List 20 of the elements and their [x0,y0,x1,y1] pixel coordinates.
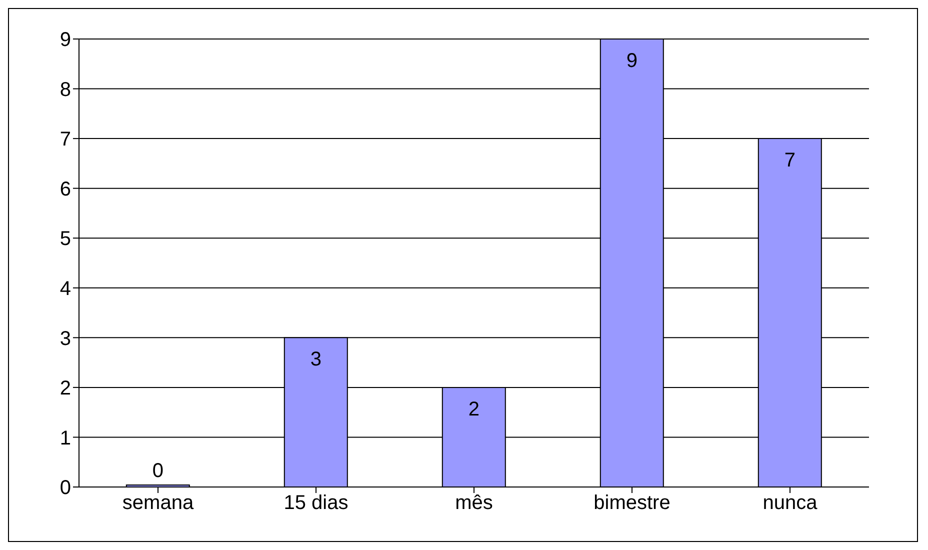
x-tick-label: nunca [762,492,818,514]
y-tick-label: 4 [60,278,71,300]
y-tick-label: 1 [60,427,71,450]
data-label: 3 [310,348,322,371]
y-tick-label: 9 [60,29,71,52]
y-tick-label: 2 [60,378,71,400]
y-tick-label: 0 [60,477,71,500]
x-tick-label: 15 dias [284,492,348,514]
data-label: 9 [626,50,638,72]
data-label: 7 [784,150,796,172]
x-tick-label: mês [455,492,493,514]
x-tick-label: bimestre [594,492,670,514]
y-tick-label: 8 [60,78,71,101]
y-tick-label: 7 [60,128,71,151]
y-tick-label: 5 [60,228,71,250]
data-label: 0 [152,460,164,482]
x-tick-label: semana [122,492,194,514]
y-tick-label: 6 [60,178,71,200]
data-label: 2 [468,398,480,420]
y-tick-label: 3 [60,328,71,350]
